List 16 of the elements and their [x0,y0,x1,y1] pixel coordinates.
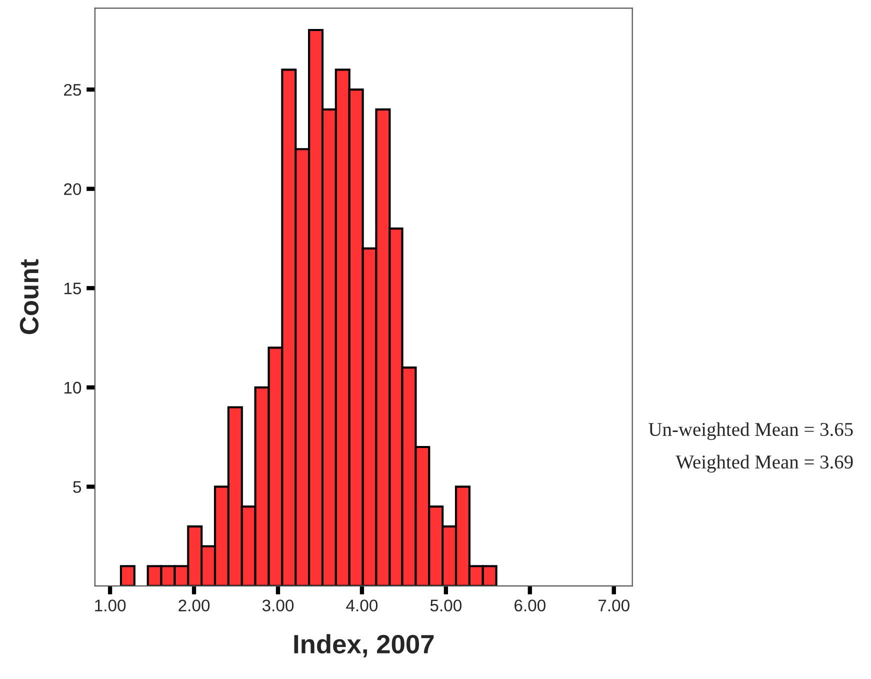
y-tick-label: 20 [64,183,82,196]
x-tick-label: 6.00 [514,600,546,612]
x-tick-label: 2.00 [178,600,210,612]
text: Un-weighted Mean = 3.65 [648,422,853,440]
x-axis-title: Index, 2007 [294,634,434,658]
y-tick-label: 25 [64,84,82,96]
y-axis-title: Count [20,259,39,334]
y-tick-label: 5 [73,481,82,493]
y-tick-label: 10 [64,382,82,394]
x-tick-label: 5.00 [430,600,462,612]
x-tick-label: 3.00 [262,600,294,612]
x-tick-label: 1.00 [95,600,126,612]
text: Weighted Mean = 3.69 [676,454,853,473]
x-tick-label: 4.00 [346,600,378,612]
y-tick-label: 15 [64,282,82,294]
x-tick-label: 7.00 [598,600,630,612]
